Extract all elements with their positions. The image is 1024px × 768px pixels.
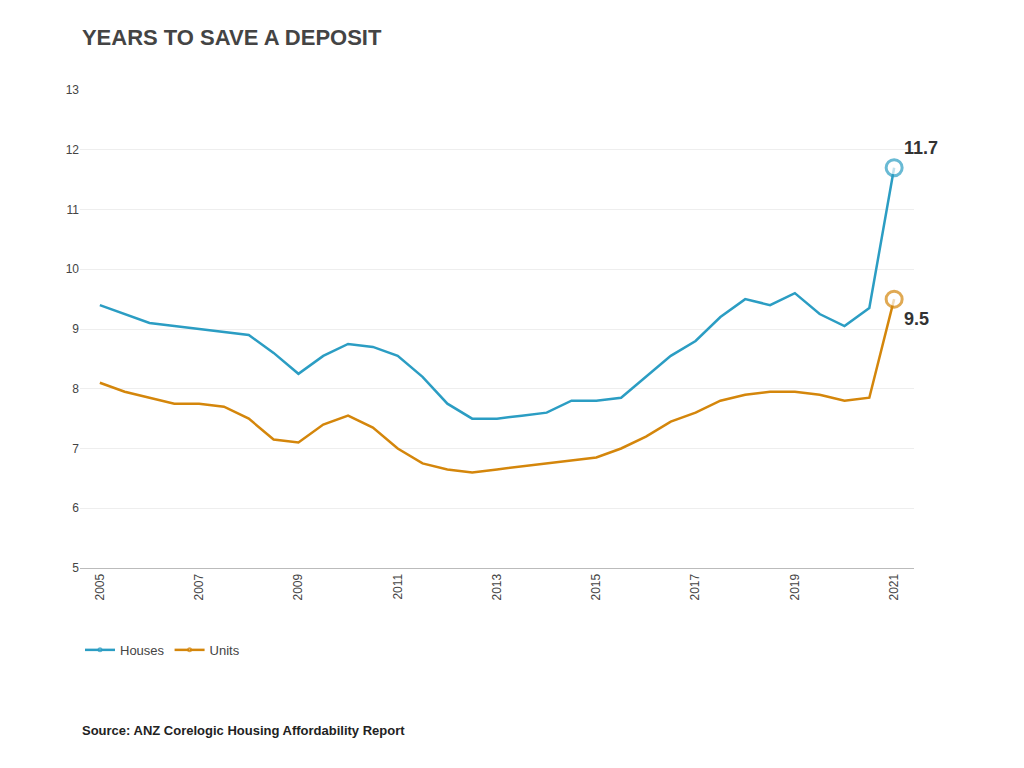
svg-text:2005: 2005 (93, 573, 107, 600)
svg-text:Source: ANZ Corelogic Housing: Source: ANZ Corelogic Housing Affordabil… (82, 723, 405, 738)
svg-text:2017: 2017 (688, 573, 702, 600)
svg-text:13: 13 (66, 83, 80, 97)
svg-text:2011: 2011 (391, 573, 405, 599)
svg-text:9: 9 (72, 322, 79, 336)
svg-text:11.7: 11.7 (904, 138, 938, 158)
svg-text:2009: 2009 (291, 573, 305, 600)
svg-text:Houses: Houses (120, 643, 165, 658)
svg-text:11: 11 (67, 203, 80, 217)
svg-text:2007: 2007 (192, 573, 206, 600)
svg-text:6: 6 (72, 501, 79, 515)
svg-text:Units: Units (210, 643, 240, 658)
svg-text:2013: 2013 (490, 573, 504, 600)
svg-text:9.5: 9.5 (904, 309, 929, 329)
svg-text:12: 12 (66, 143, 80, 157)
svg-text:5: 5 (72, 561, 79, 575)
svg-text:10: 10 (66, 262, 80, 276)
svg-text:2019: 2019 (788, 573, 802, 600)
svg-text:8: 8 (72, 382, 79, 396)
svg-text:7: 7 (72, 442, 79, 456)
svg-text:2015: 2015 (589, 573, 603, 600)
svg-text:YEARS TO SAVE A DEPOSIT: YEARS TO SAVE A DEPOSIT (82, 25, 382, 50)
svg-text:2021: 2021 (887, 573, 901, 600)
